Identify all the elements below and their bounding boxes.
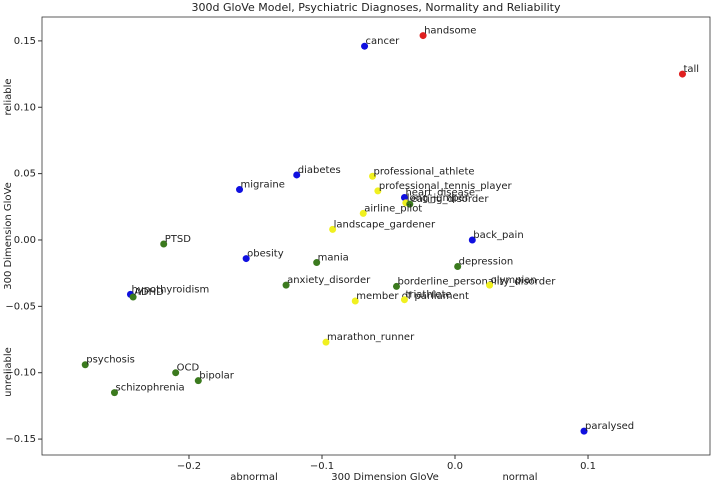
point: [361, 42, 369, 50]
point-label: anxiety_disorder: [287, 275, 371, 286]
point: [374, 187, 382, 195]
point-label: depression: [459, 257, 514, 268]
point: [110, 389, 118, 397]
point-label: hypothyroidism: [131, 284, 209, 295]
point: [236, 186, 244, 194]
point-label: long_jumper: [407, 193, 470, 204]
point-label: eating_disorder: [411, 194, 490, 205]
y-tick-label: 0.05: [14, 169, 36, 180]
point-label: heart_disease: [405, 188, 475, 199]
point: [322, 338, 330, 346]
point: [359, 209, 367, 217]
x-tick-label: 0.0: [447, 461, 463, 472]
point: [351, 297, 359, 305]
point-label: OCD: [177, 363, 200, 374]
point-label: PTSD: [165, 234, 191, 245]
y-tick-label: 0.15: [14, 36, 36, 47]
y-tick-label: 0.00: [14, 235, 36, 246]
point-label: paralysed: [585, 421, 634, 432]
point: [406, 200, 414, 208]
point: [678, 70, 686, 78]
chart-title: 300d GloVe Model, Psychiatric Diagnoses,…: [192, 1, 561, 14]
point: [282, 281, 290, 289]
point: [129, 293, 137, 301]
point: [454, 263, 462, 271]
point: [313, 259, 321, 267]
point-label: back_pain: [473, 230, 523, 241]
y-axis-label: 300 Dimension GloVe: [3, 182, 14, 289]
point: [468, 236, 476, 244]
y-top-note: reliable: [3, 78, 14, 115]
point: [81, 361, 89, 369]
point-label: professional_tennis_player: [379, 181, 513, 192]
point-label: cancer: [366, 36, 401, 47]
point-label: mania: [318, 253, 349, 264]
x-tick-label: 0.1: [580, 461, 596, 472]
point-label: member of parliament: [356, 291, 469, 302]
point-label: obesity: [247, 249, 284, 260]
point: [392, 282, 400, 290]
point-label: professional_athlete: [374, 166, 475, 177]
point: [293, 171, 301, 179]
x-right-note: normal: [502, 472, 537, 483]
y-tick-label: −0.05: [5, 301, 36, 312]
point-label: landscape_gardener: [334, 219, 436, 230]
point: [242, 255, 250, 263]
point: [369, 172, 377, 180]
x-left-note: abnormal: [230, 472, 278, 483]
point: [419, 32, 427, 40]
y-bottom-note: unreliable: [3, 347, 14, 397]
y-tick-label: −0.10: [5, 368, 36, 379]
point-label: ADHD: [134, 287, 164, 298]
point-label: migraine: [241, 180, 285, 191]
point-label: tall: [683, 64, 699, 75]
point-label: borderline_personality_disorder: [397, 276, 556, 287]
point-label: marathon_runner: [327, 332, 415, 343]
point-label: schizophrenia: [115, 383, 184, 394]
point: [400, 194, 408, 202]
point: [486, 281, 494, 289]
point-label: airline_pilot: [364, 203, 422, 214]
x-tick-label: −0.2: [177, 461, 201, 472]
point: [160, 240, 168, 248]
point-label: olympian: [491, 275, 537, 286]
point-label: psychosis: [86, 355, 135, 366]
y-tick-label: −0.15: [5, 434, 36, 445]
point-label: bipolar: [199, 371, 234, 382]
point-label: handsome: [424, 26, 476, 37]
point: [194, 377, 202, 385]
point: [172, 369, 180, 377]
x-tick-label: −0.1: [310, 461, 334, 472]
point-label: triathlete: [405, 290, 451, 301]
plot-frame: [41, 16, 711, 456]
x-axis-label: 300 Dimension GloVe: [331, 472, 438, 483]
point-label: diabetes: [298, 165, 341, 176]
point: [400, 296, 408, 304]
y-tick-label: 0.10: [14, 102, 36, 113]
point: [329, 225, 337, 233]
point: [580, 427, 588, 435]
